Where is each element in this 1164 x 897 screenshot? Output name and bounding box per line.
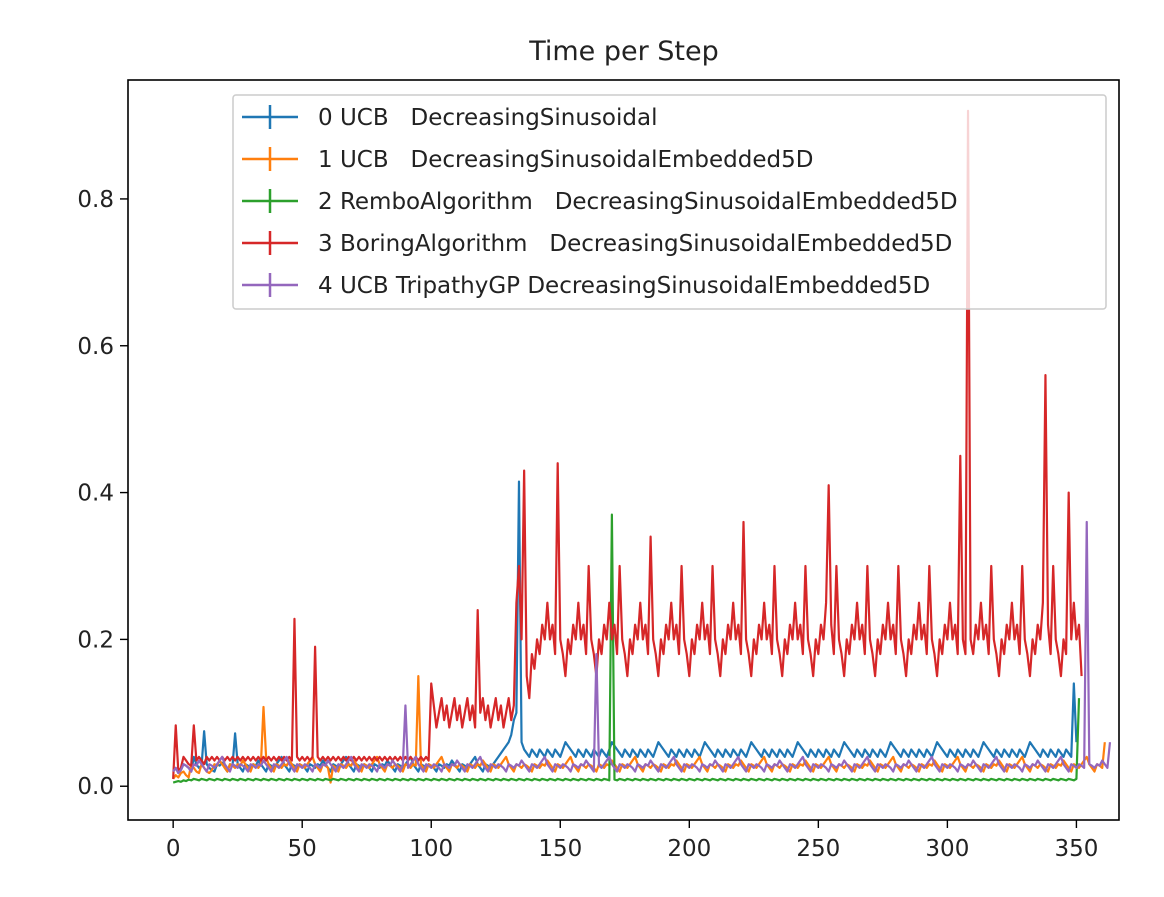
y-tick-label: 0.6 — [77, 334, 114, 360]
legend-label-0: 0 UCB DecreasingSinusoidal — [318, 105, 657, 131]
series-layer — [172, 109, 1112, 784]
y-tick-label: 0.0 — [77, 774, 114, 800]
legend-label-2: 2 RemboAlgorithm DecreasingSinusoidalEmb… — [318, 189, 958, 215]
series-line-4 — [172, 520, 1112, 775]
y-axis: 0.0 0.2 0.4 0.6 0.8 — [77, 187, 128, 800]
x-tick-label: 100 — [409, 836, 453, 862]
chart-title: Time per Step — [528, 36, 719, 67]
legend-items: 0 UCB DecreasingSinusoidal 1 UCB Decreasi… — [242, 105, 958, 299]
x-tick-label: 350 — [1054, 836, 1098, 862]
series-line-0 — [172, 480, 1078, 775]
y-tick-label: 0.4 — [77, 481, 114, 507]
x-tick-label: 250 — [796, 836, 840, 862]
plot-frame — [127, 79, 1120, 821]
legend-label-3: 3 BoringAlgorithm DecreasingSinusoidalEm… — [318, 231, 952, 257]
legend-label-4: 4 UCB TripathyGP DecreasingSinusoidalEmb… — [318, 273, 930, 299]
x-tick-label: 300 — [925, 836, 969, 862]
series-line-2 — [172, 513, 1081, 784]
x-tick-label: 150 — [538, 836, 582, 862]
legend-box — [232, 94, 1107, 310]
y-tick-label: 0.2 — [77, 627, 114, 653]
legend-label-1: 1 UCB DecreasingSinusoidalEmbedded5D — [318, 147, 813, 173]
series-line-3 — [172, 109, 1083, 779]
x-tick-label: 200 — [667, 836, 711, 862]
x-tick-label: 50 — [288, 836, 317, 862]
y-tick-label: 0.8 — [77, 187, 114, 213]
x-tick-label: 0 — [166, 836, 181, 862]
x-axis: 0 50 100 150 200 250 300 350 — [166, 820, 1098, 862]
legend: 0 UCB DecreasingSinusoidal 1 UCB Decreasi… — [232, 94, 1107, 310]
